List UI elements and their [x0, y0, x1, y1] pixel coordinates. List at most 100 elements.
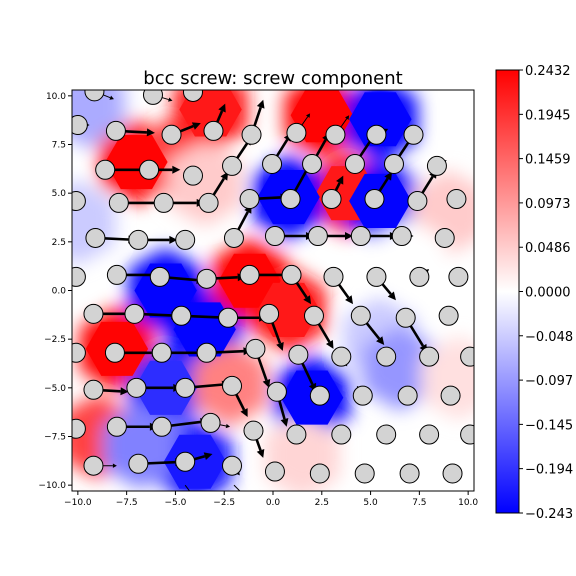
y-tick-label-8: 10.0 — [46, 92, 66, 102]
x-tick-label-1: −7.5 — [116, 498, 138, 508]
atom-8 — [286, 122, 307, 143]
y-axis: −10.0 −7.5 −5.0 −2.5 0.0 2.5 5.0 7.5 10.0 — [38, 92, 72, 491]
atom-38 — [391, 225, 412, 246]
atom-11 — [403, 124, 424, 145]
colorbar-tick-label-5: 0.0000 — [525, 286, 571, 301]
atom-66 — [376, 346, 397, 367]
atom-62 — [196, 342, 217, 363]
atom-31 — [85, 227, 106, 248]
atom-26 — [280, 189, 301, 210]
y-tick-label-6: 5.0 — [52, 189, 67, 199]
atom-67 — [419, 346, 440, 367]
atom-68 — [460, 346, 474, 367]
atom-33 — [175, 229, 196, 250]
atom-49 — [448, 266, 469, 287]
plot-area: −10.0 −7.5 −5.0 −2.5 0.0 2.5 5.0 7.5 10.0 −10.0 −… — [38, 89, 478, 508]
atom-57 — [395, 307, 416, 328]
atom-89 — [128, 453, 149, 474]
atom-60 — [104, 342, 125, 363]
y-tick-label-2: −5.0 — [44, 384, 66, 394]
atoms — [72, 90, 474, 484]
atom-88 — [83, 455, 104, 476]
atom-5 — [161, 124, 182, 145]
atom-52 — [171, 305, 192, 326]
atom-24 — [198, 192, 219, 213]
atom-82 — [243, 420, 264, 441]
colorbar-tick-label-0: 0.2432 — [525, 64, 571, 79]
atom-48 — [409, 266, 430, 287]
atom-43 — [196, 268, 217, 289]
atom-74 — [309, 385, 330, 406]
atom-73 — [266, 381, 287, 402]
atom-27 — [321, 189, 342, 210]
atom-76 — [397, 385, 418, 406]
atom-3 — [72, 115, 88, 136]
y-tick-label-4: 0.0 — [52, 287, 67, 297]
atom-18 — [344, 153, 365, 174]
atom-14 — [182, 165, 203, 186]
atom-59 — [72, 342, 86, 363]
colorbar: 0.2432 0.1945 0.1459 0.0973 0.0486 0.0000 −0.0… — [495, 64, 573, 522]
x-tick-label-2: −5.0 — [164, 498, 186, 508]
atom-51 — [124, 303, 145, 324]
atom-36 — [307, 225, 328, 246]
colorbar-tick-label-7: −0.097 — [525, 374, 573, 389]
atom-6 — [203, 120, 224, 141]
atom-17 — [302, 153, 323, 174]
chart-title: bcc screw: screw component — [143, 68, 402, 89]
atom-71 — [175, 377, 196, 398]
atom-81 — [200, 412, 221, 433]
x-tick-label-8: 10.0 — [458, 498, 478, 508]
atom-72 — [222, 375, 243, 396]
colorbar-tick-label-1: 0.1945 — [525, 108, 571, 123]
y-tick-label-1: −7.5 — [44, 432, 66, 442]
atom-83 — [286, 424, 307, 445]
atom-25 — [239, 189, 260, 210]
y-tick-label-3: −2.5 — [44, 335, 66, 345]
atom-15 — [222, 155, 243, 176]
atom-79 — [106, 416, 127, 437]
atom-69 — [83, 379, 104, 400]
atom-53 — [218, 307, 239, 328]
atom-13 — [139, 159, 160, 180]
x-tick-label-5: 2.5 — [315, 498, 329, 508]
atom-28 — [364, 189, 385, 210]
heatmap-core-6 — [349, 92, 412, 147]
x-tick-label-4: 0.0 — [266, 498, 281, 508]
atom-61 — [151, 342, 172, 363]
atom-40 — [72, 266, 86, 287]
atom-37 — [350, 225, 371, 246]
atom-42 — [149, 266, 170, 287]
atom-96 — [442, 463, 463, 484]
y-tick-label-0: −10.0 — [38, 481, 66, 491]
atom-23 — [153, 192, 174, 213]
colorbar-tick-label-9: −0.194 — [525, 463, 573, 478]
y-tick-label-5: 2.5 — [52, 238, 66, 248]
atom-64 — [288, 344, 309, 365]
atom-90 — [175, 451, 196, 472]
atom-70 — [126, 377, 147, 398]
atom-2 — [182, 90, 203, 102]
atom-86 — [419, 424, 440, 445]
atom-21 — [72, 190, 86, 211]
atom-35 — [264, 225, 285, 246]
colorbar-tick-label-10: −0.243 — [525, 507, 573, 522]
atom-95 — [399, 463, 420, 484]
atom-78 — [72, 418, 86, 439]
colorbar-tick-label-8: −0.145 — [525, 418, 573, 433]
arrow-98 — [233, 484, 241, 491]
atom-55 — [303, 305, 324, 326]
atom-63 — [245, 338, 266, 359]
arrow-97 — [184, 484, 191, 491]
atom-45 — [281, 264, 302, 285]
atom-22 — [108, 192, 129, 213]
y-tick-label-7: 7.5 — [52, 141, 66, 151]
atom-1 — [142, 90, 163, 105]
atom-20 — [426, 155, 447, 176]
atom-92 — [264, 461, 285, 482]
atom-0 — [84, 90, 105, 102]
atom-34 — [223, 227, 244, 248]
colorbar-tick-label-2: 0.1459 — [525, 153, 571, 168]
x-tick-label-6: 5.0 — [363, 498, 378, 508]
